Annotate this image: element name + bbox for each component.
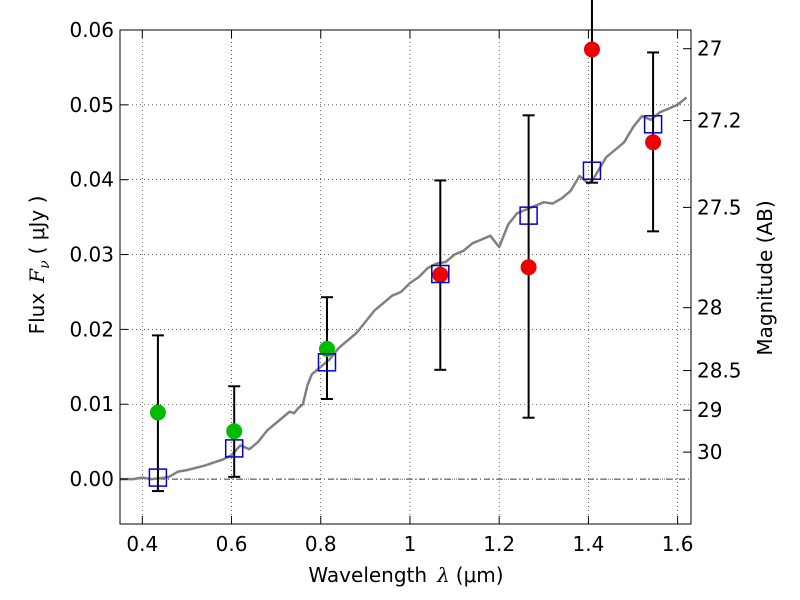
magnitude-tick-label: 30 <box>697 440 722 464</box>
x-axis-title: Wavelength λ (μm) <box>308 563 503 587</box>
x-axis-title-unit: (μm) <box>456 563 504 587</box>
observed-red-point <box>645 134 662 151</box>
y-axis-title-prefix: Flux <box>25 293 49 335</box>
plot-frame <box>119 29 692 525</box>
x-tick-label: 0.8 <box>305 532 337 556</box>
magnitude-tick-label: 27.5 <box>697 195 742 219</box>
magnitude-tick-label: 29 <box>697 398 722 422</box>
y-axis-title-unit: ( μJy ) <box>25 196 49 255</box>
plot-area <box>120 30 691 524</box>
x-tick-label: 1.6 <box>662 532 694 556</box>
x-tick-label: 0.6 <box>216 532 248 556</box>
magnitude-tick-label: 27.2 <box>697 109 742 133</box>
magnitude-tick-label: 27 <box>697 37 722 61</box>
y-axis-title-symbol: F <box>25 268 49 284</box>
observed-red-point <box>583 41 600 58</box>
observed-green-point <box>318 340 335 357</box>
y-tick-labels: 0.00 0.01 0.02 0.03 0.04 0.05 0.06 <box>69 18 114 491</box>
y-tick-label: 0.01 <box>69 392 114 416</box>
axis-ticks <box>120 29 691 524</box>
y-axis-title-subscript: ν <box>37 260 53 269</box>
y-tick-label: 0.02 <box>69 317 114 341</box>
y-tick-label: 0.03 <box>69 243 114 267</box>
magnitude-axis-title: Magnitude (AB) <box>753 200 777 355</box>
model-photometry-square <box>148 468 168 487</box>
model-photometry-square <box>519 206 538 225</box>
observed-red-point <box>520 259 537 276</box>
magnitude-tick-labels: 27 27.2 27.5 28 28.5 29 30 <box>697 37 742 464</box>
x-tick-labels: 0.4 0.6 0.8 1 1.2 1.4 1.6 <box>126 532 693 556</box>
model-photometry-square <box>224 439 244 458</box>
x-tick-label: 1.4 <box>572 532 604 556</box>
y-tick-label: 0.05 <box>69 93 114 117</box>
x-tick-label: 1 <box>404 532 417 556</box>
observed-green-point <box>149 404 166 421</box>
model-photometry-square <box>582 161 602 180</box>
model-photometry-square <box>431 264 450 284</box>
magnitude-tick-label: 28 <box>697 296 722 320</box>
x-tick-label: 1.2 <box>483 532 515 556</box>
model-photometry-square <box>317 353 337 372</box>
x-axis-title-symbol: λ <box>436 563 450 587</box>
x-axis-title-prefix: Wavelength <box>308 563 427 587</box>
model-photometry-square <box>643 115 663 134</box>
y-axis-title: Flux Fν ( μJy ) <box>25 196 53 335</box>
observed-green-point <box>226 423 243 440</box>
y-tick-label: 0.06 <box>69 18 114 42</box>
y-tick-label: 0.00 <box>69 467 114 491</box>
observed-red-point <box>432 266 449 283</box>
magnitude-tick-label: 28.5 <box>697 359 742 383</box>
y-tick-label: 0.04 <box>69 168 114 192</box>
marker-layer <box>148 41 663 487</box>
x-tick-label: 0.4 <box>126 532 158 556</box>
